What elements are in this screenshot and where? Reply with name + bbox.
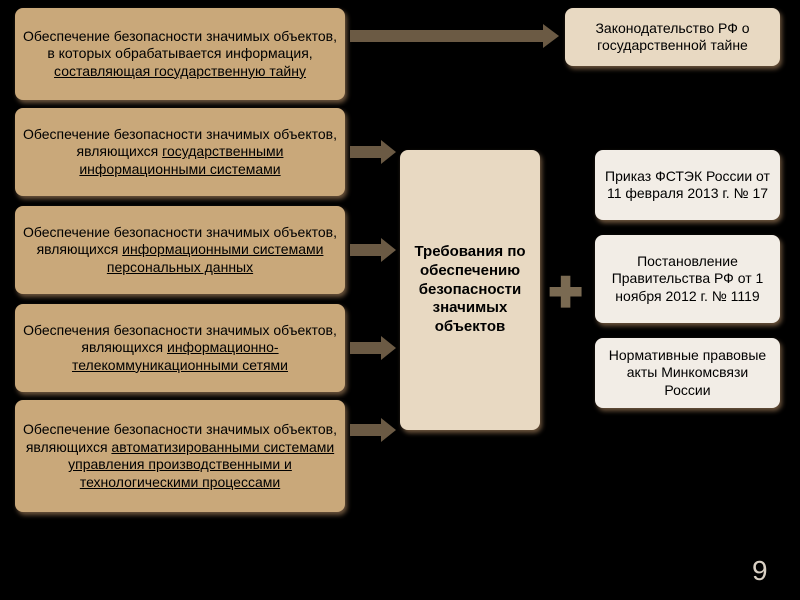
- right-text-2: Нормативные правовые акты Минкомсвязи Ро…: [603, 347, 772, 400]
- left-box-state-secret: Обеспечение безопасности значимых объект…: [15, 8, 345, 100]
- arrow-short-2-head: [381, 238, 396, 262]
- right-box-minkomsvyaz: Нормативные правовые акты Минкомсвязи Ро…: [595, 338, 780, 408]
- right-text-0: Приказ ФСТЭК России от 11 февраля 2013 г…: [603, 168, 772, 203]
- arrow-short-3-head: [381, 336, 396, 360]
- arrow-top-head: [543, 24, 559, 48]
- arrow-short-1-tail: [350, 146, 381, 158]
- arrow-top-tail: [350, 30, 543, 42]
- arrow-short-2-tail: [350, 244, 381, 256]
- left-box-telecom-networks: Обеспечения безопасности значимых объект…: [15, 304, 345, 392]
- arrow-short-4-tail: [350, 424, 381, 436]
- top-right-legislation-text: Законодательство РФ о государственной та…: [573, 20, 772, 55]
- arrow-short-1-head: [381, 140, 396, 164]
- right-box-fstek-order: Приказ ФСТЭК России от 11 февраля 2013 г…: [595, 150, 780, 220]
- arrow-short-3-tail: [350, 342, 381, 354]
- center-requirements-text: Требования по обеспечению безопасности з…: [408, 243, 532, 337]
- page-number: 9: [752, 555, 768, 587]
- top-right-legislation-box: Законодательство РФ о государственной та…: [565, 8, 780, 66]
- left-box-automated-control-systems: Обеспечение безопасности значимых объект…: [15, 400, 345, 512]
- right-text-1: Постановление Правительства РФ от 1 нояб…: [603, 253, 772, 306]
- arrow-short-4-head: [381, 418, 396, 442]
- center-requirements-box: Требования по обеспечению безопасности з…: [400, 150, 540, 430]
- left-box-personal-data-systems: Обеспечение безопасности значимых объект…: [15, 206, 345, 294]
- right-box-gov-decree: Постановление Правительства РФ от 1 нояб…: [595, 235, 780, 323]
- page-number-text: 9: [752, 555, 768, 586]
- left-box-gov-info-systems: Обеспечение безопасности значимых объект…: [15, 108, 345, 196]
- plus-icon: ✚: [548, 272, 583, 314]
